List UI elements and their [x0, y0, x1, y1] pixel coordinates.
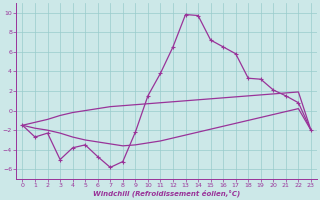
- X-axis label: Windchill (Refroidissement éolien,°C): Windchill (Refroidissement éolien,°C): [93, 190, 240, 197]
